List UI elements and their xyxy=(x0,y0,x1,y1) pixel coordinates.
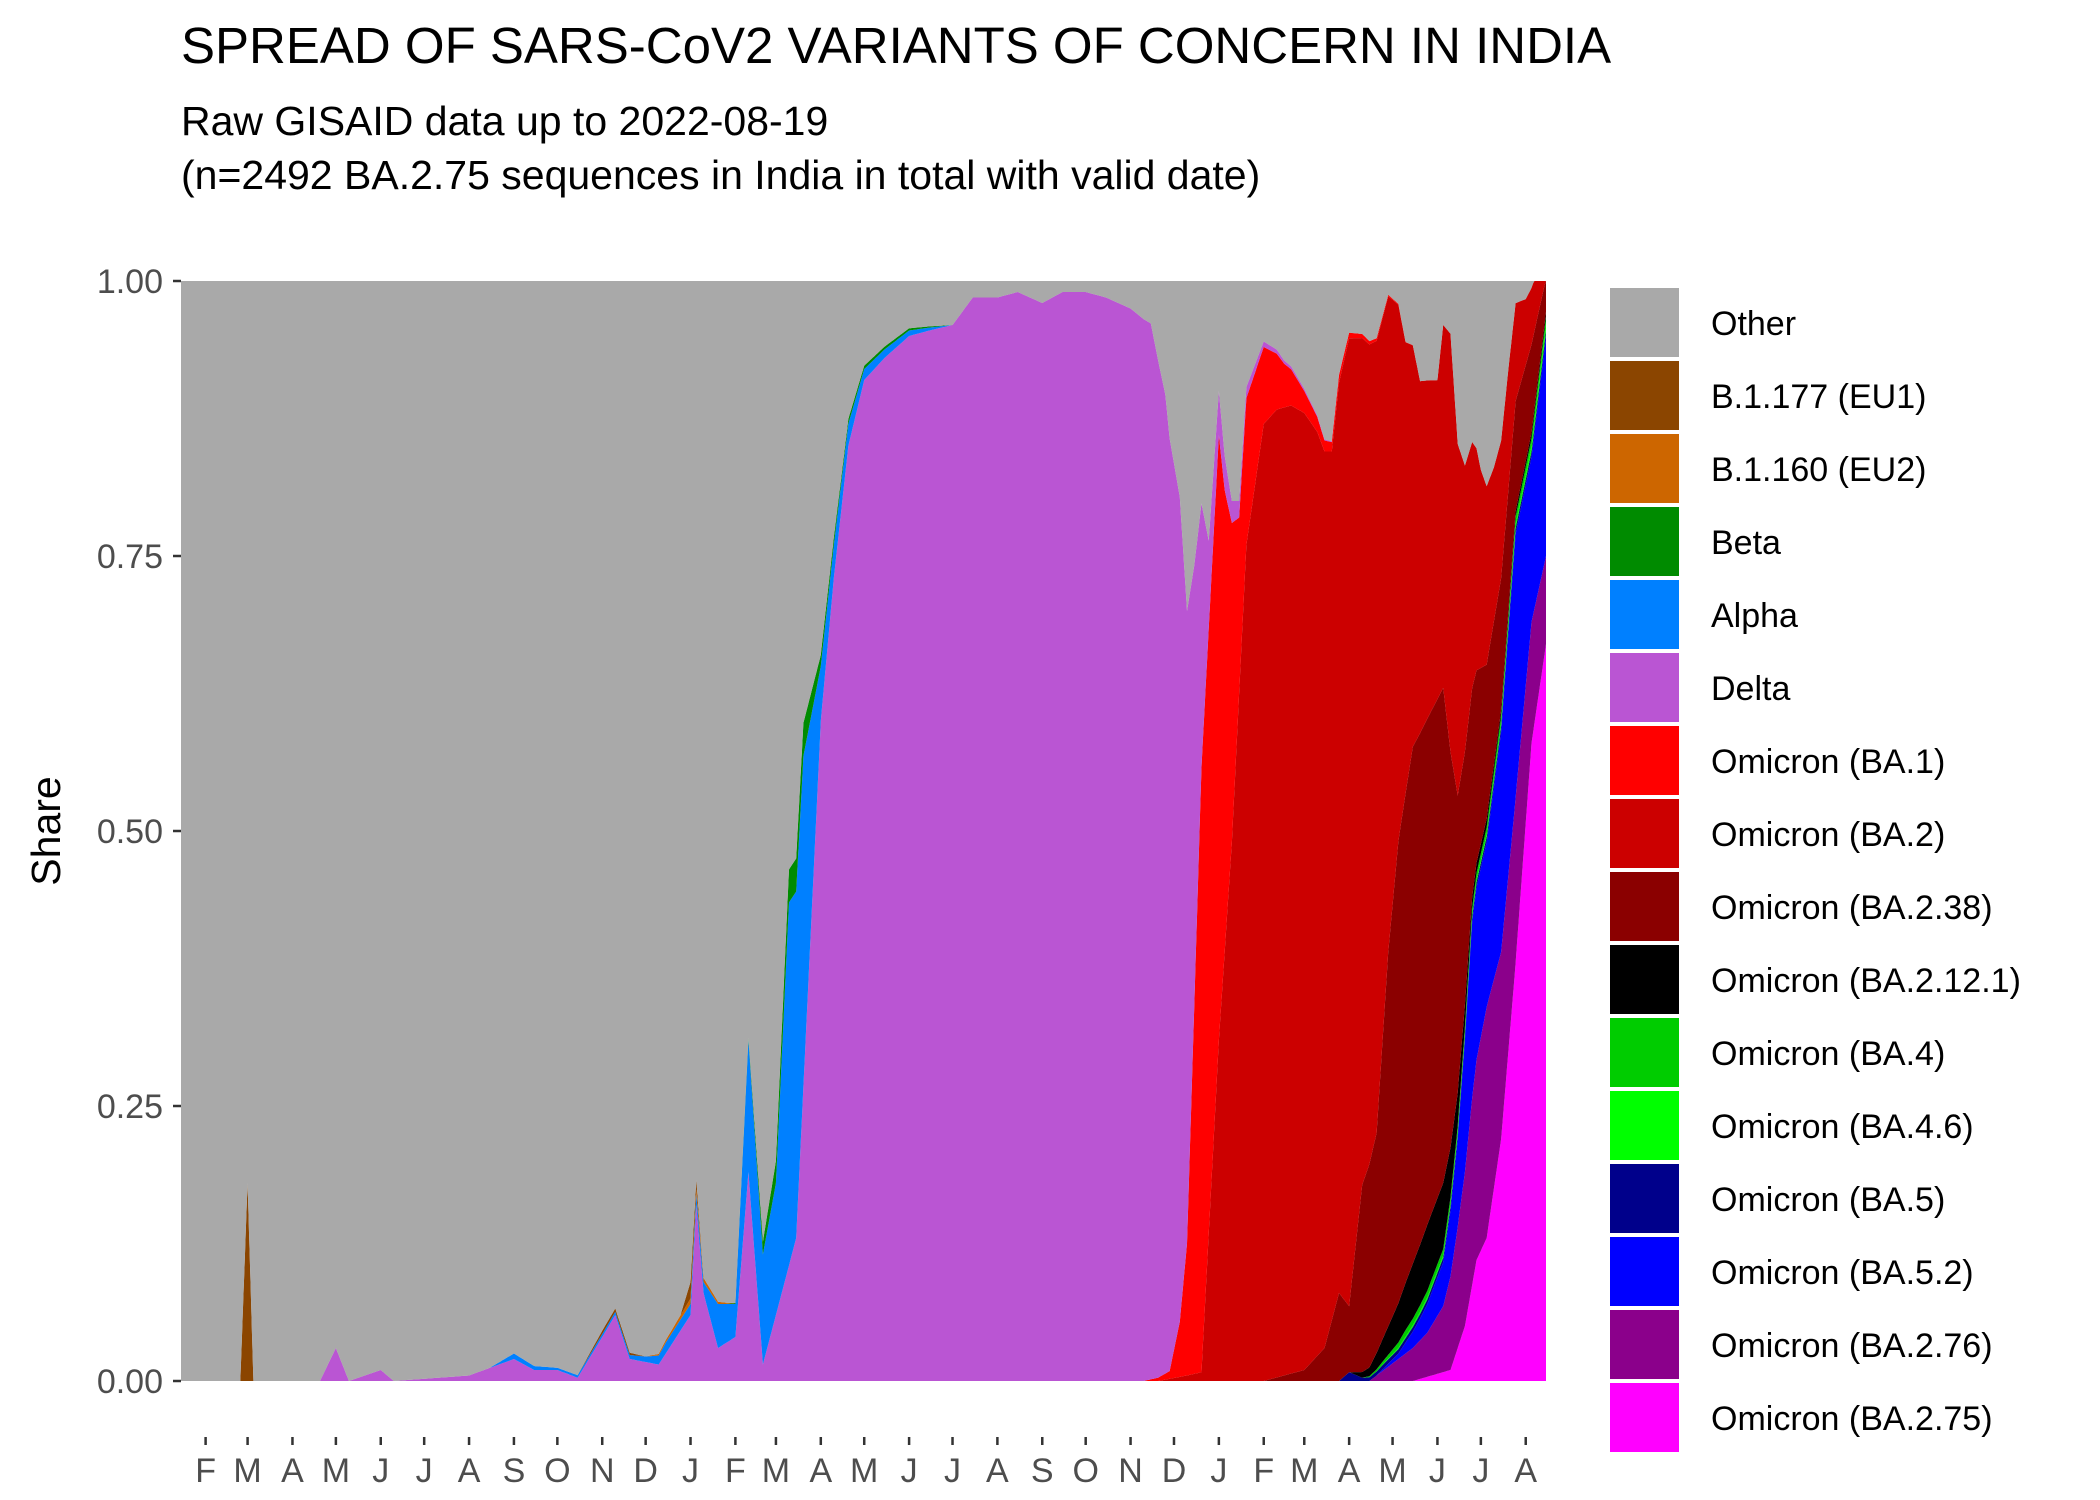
chart-subtitle-line-1: Raw GISAID data up to 2022-08-19 xyxy=(181,98,829,144)
legend-swatch-omicron-ba-2-38 xyxy=(1610,872,1679,941)
legend-label-delta: Delta xyxy=(1711,670,1790,708)
x-tick-label: M xyxy=(1290,1452,1318,1490)
legend-swatch-b-1-177-eu1 xyxy=(1610,361,1679,430)
legend-label-b-1-177-eu1: B.1.177 (EU1) xyxy=(1711,378,1926,416)
legend-label-omicron-ba-5: Omicron (BA.5) xyxy=(1711,1181,1945,1219)
x-tick-label: F xyxy=(725,1452,746,1490)
x-tick-label: O xyxy=(1072,1452,1098,1490)
legend-label-omicron-ba-4: Omicron (BA.4) xyxy=(1711,1035,1945,1073)
x-tick-label: M xyxy=(1378,1452,1406,1490)
x-tick-label: D xyxy=(1162,1452,1187,1490)
area-delta xyxy=(181,281,1546,1381)
legend-swatch-omicron-ba-4-6 xyxy=(1610,1091,1679,1160)
x-tick-label: A xyxy=(281,1452,304,1490)
legend-label-omicron-ba-2-76: Omicron (BA.2.76) xyxy=(1711,1327,1993,1365)
y-axis-title: Share xyxy=(23,776,69,885)
x-tick-label: S xyxy=(1031,1452,1054,1490)
y-tick-label: 1.00 xyxy=(97,263,163,301)
x-tick-label: J xyxy=(1472,1452,1489,1490)
x-tick-label: J xyxy=(682,1452,699,1490)
x-tick-label: F xyxy=(1253,1452,1274,1490)
x-tick-label: J xyxy=(1429,1452,1446,1490)
legend-swatch-omicron-ba-2 xyxy=(1610,799,1679,868)
legend-label-other: Other xyxy=(1711,305,1796,343)
x-tick-label: M xyxy=(233,1452,261,1490)
legend-swatch-other xyxy=(1610,288,1679,357)
area-omicron-ba-1 xyxy=(181,281,1546,1381)
legend-swatch-omicron-ba-1 xyxy=(1610,726,1679,795)
area-omicron-ba-2 xyxy=(181,281,1546,1381)
legend-label-alpha: Alpha xyxy=(1711,597,1798,635)
legend-swatch-omicron-ba-5 xyxy=(1610,1164,1679,1233)
y-tick-label: 0.00 xyxy=(97,1363,163,1401)
legend: Other B.1.177 (EU1) B.1.160 (EU2) Beta Alpha… xyxy=(1610,288,2021,1452)
legend-swatch-beta xyxy=(1610,507,1679,576)
x-tick-label: J xyxy=(416,1452,433,1490)
legend-swatch-omicron-ba-2-12-1 xyxy=(1610,945,1679,1014)
x-tick-label: A xyxy=(809,1452,832,1490)
legend-label-beta: Beta xyxy=(1711,524,1781,562)
x-tick-label: N xyxy=(1118,1452,1143,1490)
x-tick-label: M xyxy=(850,1452,878,1490)
legend-label-omicron-ba-4-6: Omicron (BA.4.6) xyxy=(1711,1108,1974,1146)
area-layers xyxy=(181,281,1546,1381)
legend-label-omicron-ba-2: Omicron (BA.2) xyxy=(1711,816,1945,854)
x-tick-label: J xyxy=(901,1452,918,1490)
chart-subtitle-line-2: (n=2492 BA.2.75 sequences in India in to… xyxy=(181,152,1261,198)
x-tick-label: M xyxy=(762,1452,790,1490)
legend-swatch-alpha xyxy=(1610,580,1679,649)
x-tick-label: N xyxy=(590,1452,615,1490)
legend-swatch-b-1-160-eu2 xyxy=(1610,434,1679,503)
y-axis: 0.00 0.25 0.50 0.75 1.00 xyxy=(97,263,181,1401)
x-tick-label: A xyxy=(1338,1452,1361,1490)
x-tick-label: J xyxy=(944,1452,961,1490)
legend-swatch-omicron-ba-4 xyxy=(1610,1018,1679,1087)
y-tick-label: 0.25 xyxy=(97,1088,163,1126)
x-tick-label: F xyxy=(195,1452,216,1490)
legend-label-omicron-ba-2-38: Omicron (BA.2.38) xyxy=(1711,889,1993,927)
legend-label-omicron-ba-2-12-1: Omicron (BA.2.12.1) xyxy=(1711,962,2021,1000)
legend-label-b-1-160-eu2: B.1.160 (EU2) xyxy=(1711,451,1926,489)
legend-swatch-delta xyxy=(1610,653,1679,722)
area-omicron-ba-2-12-1 xyxy=(181,311,1546,1381)
x-tick-label: A xyxy=(1514,1452,1537,1490)
x-tick-label: S xyxy=(503,1452,526,1490)
chart-title: SPREAD OF SARS-CoV2 VARIANTS OF CONCERN … xyxy=(181,17,1612,74)
legend-swatch-omicron-ba-2-76 xyxy=(1610,1310,1679,1379)
legend-label-omicron-ba-2-75: Omicron (BA.2.75) xyxy=(1711,1400,1993,1438)
y-tick-label: 0.75 xyxy=(97,538,163,576)
x-tick-label: D xyxy=(633,1452,658,1490)
legend-swatch-omicron-ba-2-75 xyxy=(1610,1383,1679,1452)
x-tick-label: A xyxy=(458,1452,481,1490)
area-omicron-ba-2-38 xyxy=(181,281,1546,1381)
y-tick-label: 0.50 xyxy=(97,813,163,851)
x-tick-label: J xyxy=(372,1452,389,1490)
x-tick-label: O xyxy=(544,1452,570,1490)
x-tick-label: M xyxy=(322,1452,350,1490)
x-tick-label: J xyxy=(1210,1452,1227,1490)
area-other xyxy=(181,281,1546,1381)
x-tick-label: A xyxy=(986,1452,1009,1490)
legend-label-omicron-ba-1: Omicron (BA.1) xyxy=(1711,743,1945,781)
legend-label-omicron-ba-5-2: Omicron (BA.5.2) xyxy=(1711,1254,1974,1292)
legend-swatch-omicron-ba-5-2 xyxy=(1610,1237,1679,1306)
